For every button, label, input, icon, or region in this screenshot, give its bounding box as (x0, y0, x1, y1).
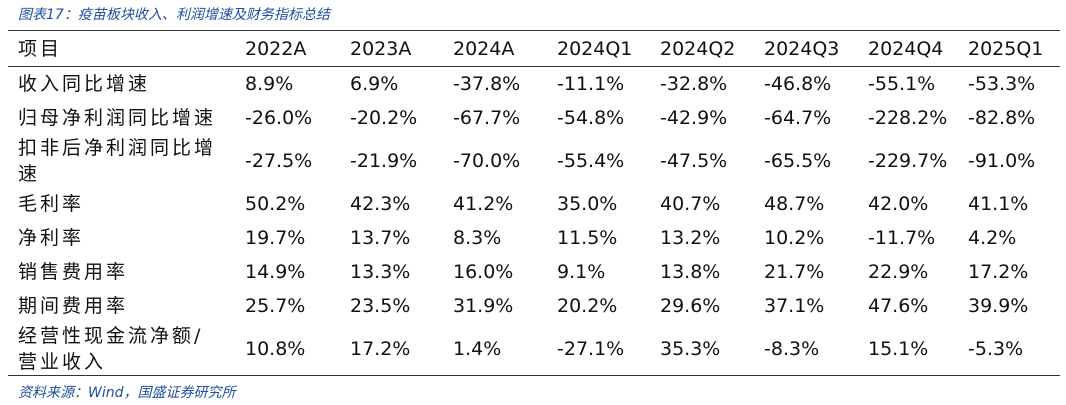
table-body: 收入同比增速 8.9% 6.9% -37.8% -11.1% -32.8% -46.8% -5… (8, 67, 1060, 376)
table-cell: 20.2% (557, 294, 618, 317)
table-row: 经营性现金流净额/营业收入 10.8% 17.2% 1.4% -27.1% 35.3% -8… (8, 323, 1060, 376)
header-row: 项目 2022A 2023A 2024A 2024Q1 2024Q2 2024Q3 2024Q… (8, 31, 1060, 67)
table-row: 收入同比增速 8.9% 6.9% -37.8% -11.1% -32.8% -46.8% -5… (8, 67, 1060, 101)
table-cell: 39.9% (968, 294, 1029, 317)
table-cell: -67.7% (453, 106, 521, 129)
table-cell: -42.9% (660, 106, 728, 129)
table-cell: -5.3% (968, 337, 1024, 360)
header-cell: 2024Q3 (764, 37, 840, 60)
table-cell: -54.8% (557, 106, 625, 129)
header-cell: 2024Q4 (868, 37, 944, 60)
table-cell: -91.0% (968, 149, 1036, 172)
table-row: 期间费用率 25.7% 23.5% 31.9% 20.2% 29.6% 37.1% 47.6%… (8, 289, 1060, 323)
table-cell: -65.5% (764, 149, 832, 172)
data-table: 项目 2022A 2023A 2024A 2024Q1 2024Q2 2024Q3 2024Q… (8, 30, 1060, 376)
table-cell: 25.7% (245, 294, 306, 317)
row-label: 毛利率 (18, 192, 85, 215)
table-cell: -55.1% (868, 72, 936, 95)
table-cell: 6.9% (350, 72, 399, 95)
table-cell: 15.1% (868, 337, 929, 360)
table-cell: 35.0% (557, 192, 618, 215)
row-label: 销售费用率 (18, 260, 129, 283)
table-row: 归母净利润同比增速 -26.0% -20.2% -67.7% -54.8% -42.9% -… (8, 101, 1060, 135)
header-cell: 2024Q1 (557, 37, 633, 60)
table-cell: 42.3% (350, 192, 411, 215)
table-cell: 48.7% (764, 192, 825, 215)
table-cell: 4.2% (968, 226, 1017, 249)
source-note: 资料来源：Wind，国盛证券研究所 (18, 385, 236, 401)
table-cell: -27.5% (245, 149, 313, 172)
table-cell: -26.0% (245, 106, 313, 129)
table-cell: 40.7% (660, 192, 721, 215)
table-cell: 13.2% (660, 226, 721, 249)
row-label: 净利率 (18, 226, 85, 249)
table-cell: 37.1% (764, 294, 825, 317)
table-cell: -37.8% (453, 72, 521, 95)
row-label: 扣非后净利润同比增速 (18, 136, 217, 185)
table-cell: -55.4% (557, 149, 625, 172)
header-cell: 2024Q2 (660, 37, 736, 60)
table-cell: 17.2% (968, 260, 1029, 283)
table-cell: -229.7% (868, 149, 948, 172)
table-cell: -70.0% (453, 149, 521, 172)
table-cell: 22.9% (868, 260, 929, 283)
table-cell: -82.8% (968, 106, 1036, 129)
table-cell: -20.2% (350, 106, 418, 129)
header-cell: 2025Q1 (968, 37, 1044, 60)
table-cell: 10.8% (245, 337, 306, 360)
table-cell: 1.4% (453, 337, 502, 360)
table-cell: 13.7% (350, 226, 411, 249)
table-cell: -21.9% (350, 149, 418, 172)
table-cell: -64.7% (764, 106, 832, 129)
table-cell: -32.8% (660, 72, 728, 95)
table-cell: -11.1% (557, 72, 625, 95)
table-cell: -53.3% (968, 72, 1036, 95)
table-cell: -228.2% (868, 106, 948, 129)
table-cell: 31.9% (453, 294, 514, 317)
table-cell: 10.2% (764, 226, 825, 249)
row-label: 期间费用率 (18, 294, 129, 317)
header-cell: 项目 (18, 37, 63, 60)
figure-title: 图表17：疫苗板块收入、利润增速及财务指标总结 (18, 7, 330, 23)
table-cell: 35.3% (660, 337, 721, 360)
table-cell: 11.5% (557, 226, 618, 249)
table-row: 净利率 19.7% 13.7% 8.3% 11.5% 13.2% 10.2% -11.7% 4.… (8, 221, 1060, 255)
table-cell: 14.9% (245, 260, 306, 283)
table-cell: 17.2% (350, 337, 411, 360)
table-cell: 13.8% (660, 260, 721, 283)
row-label: 归母净利润同比增速 (18, 106, 217, 129)
table-cell: 47.6% (868, 294, 929, 317)
table-row: 扣非后净利润同比增速 -27.5% -21.9% -70.0% -55.4% -47.5%… (8, 135, 1060, 187)
table-cell: 41.1% (968, 192, 1029, 215)
table-cell: -8.3% (764, 337, 820, 360)
row-label: 收入同比增速 (18, 72, 151, 95)
table-cell: -47.5% (660, 149, 728, 172)
table-header: 项目 2022A 2023A 2024A 2024Q1 2024Q2 2024Q3 2024Q… (8, 31, 1060, 67)
table-cell: 50.2% (245, 192, 306, 215)
header-cell: 2024A (453, 37, 515, 60)
row-label: 经营性现金流净额/营业收入 (18, 324, 204, 373)
table-cell: 21.7% (764, 260, 825, 283)
table-cell: 8.3% (453, 226, 502, 249)
header-cell: 2022A (245, 37, 307, 60)
table-cell: -46.8% (764, 72, 832, 95)
table-cell: 13.3% (350, 260, 411, 283)
table-row: 销售费用率 14.9% 13.3% 16.0% 9.1% 13.8% 21.7% 22.9% 1… (8, 255, 1060, 289)
table-cell: 23.5% (350, 294, 411, 317)
table-row: 毛利率 50.2% 42.3% 41.2% 35.0% 40.7% 48.7% 42.0% 41… (8, 187, 1060, 221)
table-cell: 9.1% (557, 260, 606, 283)
table-cell: 42.0% (868, 192, 929, 215)
table-cell: -27.1% (557, 337, 625, 360)
table-cell: -11.7% (868, 226, 936, 249)
table-cell: 16.0% (453, 260, 514, 283)
table-cell: 19.7% (245, 226, 306, 249)
header-cell: 2023A (350, 37, 412, 60)
table-cell: 8.9% (245, 72, 294, 95)
table-cell: 29.6% (660, 294, 721, 317)
table-cell: 41.2% (453, 192, 514, 215)
